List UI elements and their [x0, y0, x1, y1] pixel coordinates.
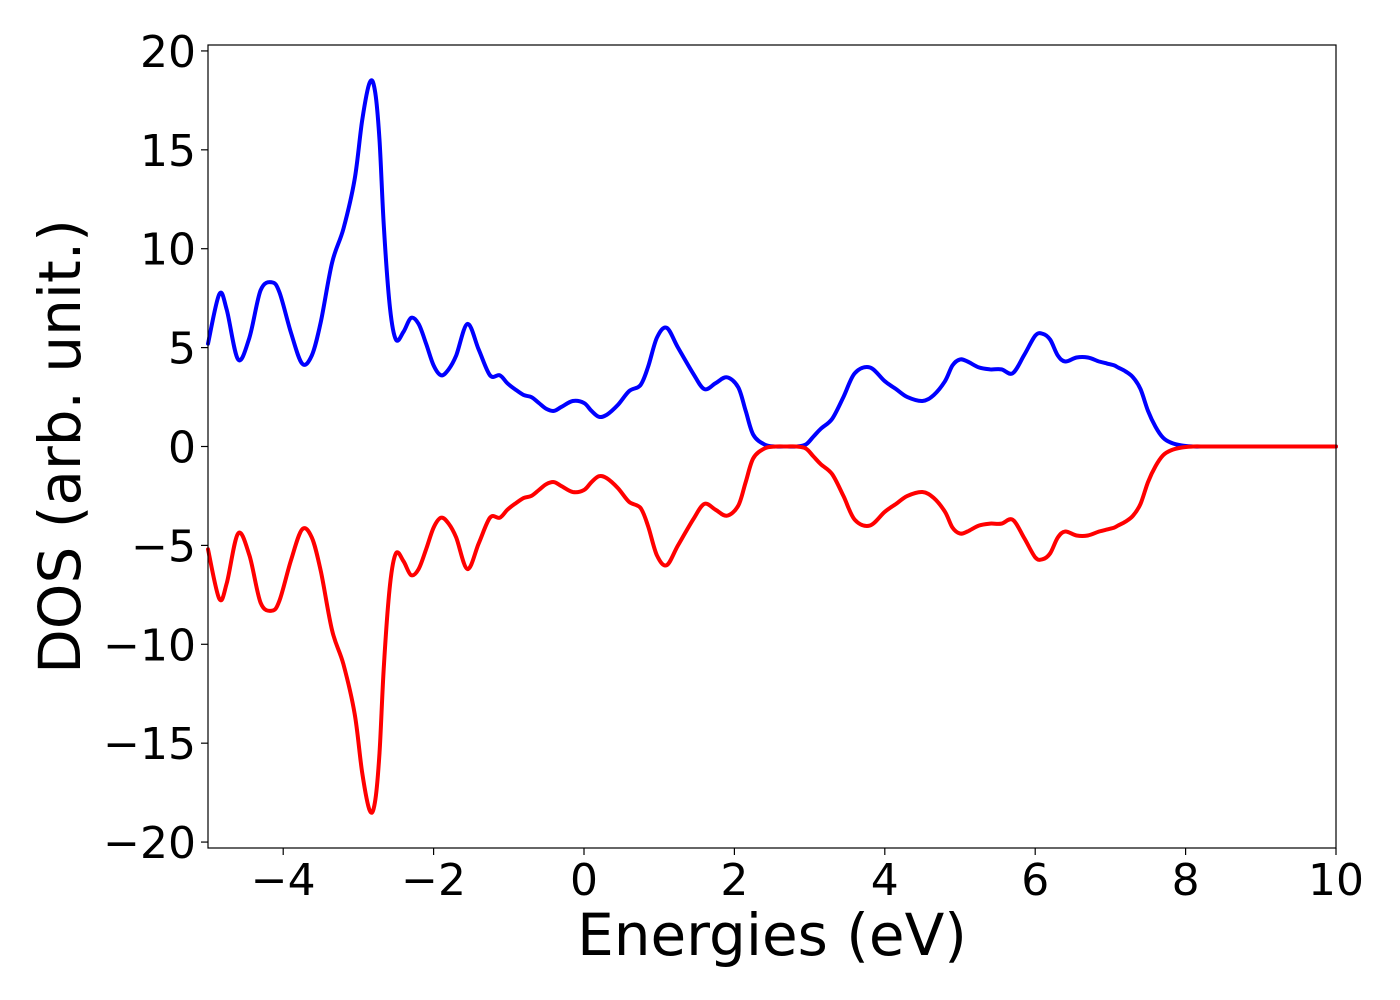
x-tick-label: 10: [1308, 855, 1364, 906]
dos-series-line-1: [206, 78, 1338, 449]
y-tick-label: −10: [103, 620, 196, 671]
x-tick-label: −4: [251, 855, 316, 906]
x-tick-label: 6: [1021, 855, 1049, 906]
x-axis: −4 −2 0 2 4 6 8 10: [251, 848, 1364, 906]
x-axis-title: Energies (eV): [577, 901, 967, 969]
y-tick-label: −15: [103, 719, 196, 770]
y-tick-label: 20: [140, 27, 196, 78]
y-axis-title: DOS (arb. unit.): [26, 219, 94, 674]
x-tick-label: 8: [1172, 855, 1200, 906]
y-tick-label: −5: [131, 521, 196, 572]
x-tick-label: 0: [570, 855, 598, 906]
y-tick-label: 15: [140, 126, 196, 177]
x-tick-label: 2: [720, 855, 748, 906]
series-layer: [206, 78, 1338, 815]
x-tick-label: 4: [871, 855, 899, 906]
x-tick-label: −2: [401, 855, 466, 906]
dos-series-line-2: [206, 444, 1338, 815]
y-tick-label: 0: [168, 423, 196, 474]
y-tick-label: −20: [103, 818, 196, 869]
y-axis: 20 15 10 5 0 −5 −10 −15 −20: [103, 27, 208, 869]
y-tick-label: 10: [140, 225, 196, 276]
y-tick-label: 5: [168, 324, 196, 375]
